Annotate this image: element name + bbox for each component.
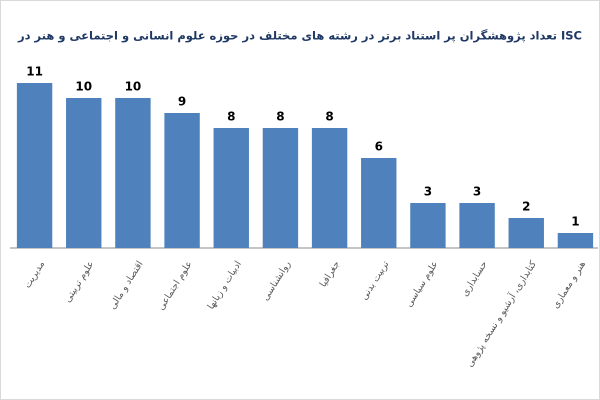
value-label: 3 (424, 185, 432, 199)
value-label: 10 (125, 80, 142, 94)
value-label: 9 (178, 95, 186, 109)
bar (115, 98, 151, 248)
value-label: 2 (522, 200, 530, 214)
value-label: 3 (473, 185, 481, 199)
value-label: 1 (571, 215, 579, 229)
value-label: 8 (227, 110, 235, 124)
chart-title: تعداد پژوهشگران پر استناد برتر در رشته ه… (17, 29, 582, 44)
bar (311, 128, 348, 248)
bar (410, 203, 446, 248)
value-label: 11 (26, 65, 43, 79)
bar (66, 98, 102, 248)
value-label: 8 (276, 110, 284, 124)
bar (262, 128, 299, 248)
bar (557, 233, 594, 248)
bar (164, 113, 200, 248)
value-label: 6 (375, 140, 383, 154)
bar (459, 203, 495, 248)
value-label: 10 (75, 80, 92, 94)
bar (213, 128, 249, 248)
bar (508, 218, 544, 248)
bar (361, 158, 397, 248)
bar (16, 83, 53, 248)
value-label: 8 (325, 110, 333, 124)
